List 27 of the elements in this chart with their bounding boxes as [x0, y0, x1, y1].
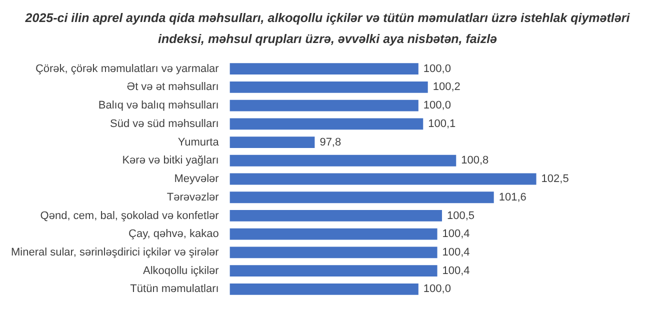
- y-tick-label: Süd və süd məhsulları: [110, 118, 219, 130]
- data-label: 100,1: [428, 118, 456, 130]
- data-label: 100,5: [446, 210, 475, 222]
- data-label: 100,2: [432, 81, 460, 94]
- y-tick-label: Kərə və bitki yağları: [122, 154, 219, 167]
- y-tick-label: Mineral sular, sərinləşdirici içkilər və şirələr: [10, 246, 220, 259]
- y-tick-label: Çay, qəhvə, kakao: [128, 228, 219, 240]
- data-label: 100,8: [461, 154, 489, 167]
- data-label: 100,0: [423, 100, 451, 112]
- data-label: 100,4: [442, 228, 470, 240]
- data-label: 100,0: [423, 283, 451, 296]
- data-label: 97,8: [320, 136, 342, 148]
- y-tick-label: Meyvələr: [174, 173, 220, 186]
- y-tick-label: Çörək, çörək məmulatları və yarmalar: [35, 62, 220, 75]
- y-tick-label: Tütün məmulatları: [130, 283, 219, 296]
- y-tick-label: Balıq və balıq məhsulları: [98, 100, 219, 112]
- data-label: 100,4: [442, 264, 470, 277]
- y-tick-label: Tərəvəzlər: [166, 191, 220, 204]
- chart-title: 2025-ci ilin aprel ayında qida məhsulları, alkoqollu içkilər və tütün məmulatları üzrə istehlak qiymətləri indeksi, məhsul qrupları üzrə, əvvəlki aya nisbətən, faizlə: [24, 10, 631, 48]
- y-tick-label: Ət və ət məhsulları: [126, 81, 219, 94]
- data-label: 102,5: [541, 173, 569, 186]
- data-label: 100,4: [442, 246, 470, 259]
- data-label: 100,0: [423, 62, 451, 75]
- y-tick-label: Yumurta: [178, 136, 220, 148]
- y-tick-label: Alkoqollu içkilər: [143, 264, 220, 277]
- data-label: 101,6: [498, 191, 526, 204]
- y-tick-label: Qənd, cem, bal, şokolad və konfetlər: [40, 210, 220, 222]
